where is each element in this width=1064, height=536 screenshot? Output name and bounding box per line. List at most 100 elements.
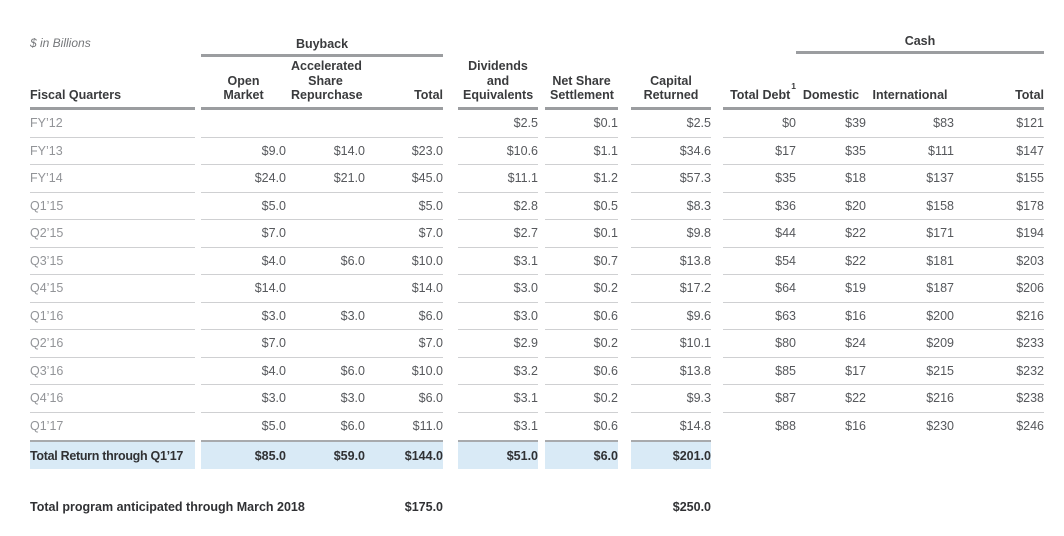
capital-returned-block: $13.8 xyxy=(631,358,711,385)
dividends-and-equivalents-block: $10.6 xyxy=(458,138,538,165)
buyback-block: $4.0 $6.0 $10.0 xyxy=(201,358,443,385)
cell-cash-total: $155 xyxy=(1016,171,1044,186)
cell-open-market: $5.0 xyxy=(261,198,286,213)
cell-capital-returned: $14.8 xyxy=(679,419,711,434)
cell-net-share-settlement: $0.6 xyxy=(593,363,618,378)
col-header-total-debt: Total Debt1 xyxy=(723,81,796,107)
cell-total-debt: $80 xyxy=(775,336,796,351)
fiscal-quarter-block: Q3’15 xyxy=(30,248,195,275)
cell-buyback-total: $11.0 xyxy=(412,419,443,434)
cell-open-market: $3.0 xyxy=(261,391,286,406)
dividends-and-equivalents-block: $3.2 xyxy=(458,358,538,385)
debt-cash-block: $87 $22 $216 $238 xyxy=(723,385,1044,413)
footnote-marker: 1 xyxy=(791,80,796,91)
footer-buyback-block: $175.0 xyxy=(201,496,443,518)
cell-open-market: $3.0 xyxy=(261,308,286,323)
fiscal-quarter-block: Q4’15 xyxy=(30,275,195,303)
cell-cash-total: $232 xyxy=(1016,363,1044,378)
cell-open-market: $7.0 xyxy=(261,226,286,241)
capital-returned-block: $9.6 xyxy=(631,303,711,330)
col-header-buyback-total: Total xyxy=(414,87,443,102)
cell-domestic-cash: $22 xyxy=(845,253,866,268)
capital-returned-block: $10.1 xyxy=(631,330,711,358)
cell-capital-returned: $13.8 xyxy=(679,363,711,378)
cell-fiscal-quarter: FY’13 xyxy=(30,143,63,158)
footer-capital-returned-block: $250.0 xyxy=(631,496,711,518)
net-share-settlement-block: $0.1 xyxy=(545,220,618,248)
cell-capital-returned: $2.5 xyxy=(686,116,711,131)
cell-capital-returned: $9.8 xyxy=(686,226,711,241)
col-header-fiscal-quarters-block: Fiscal Quarters xyxy=(30,54,195,110)
cell-accelerated-share-repurchase: $6.0 xyxy=(340,253,365,268)
cell-buyback-total: $10.0 xyxy=(411,363,443,378)
cell-dividends-and-equivalents: $11.1 xyxy=(507,171,538,186)
debt-cash-block xyxy=(723,440,1044,469)
cell-dividends-and-equivalents: $3.1 xyxy=(513,253,538,268)
cell-fiscal-quarter: Total Return through Q1’17 xyxy=(30,448,184,463)
units-note: $ in Billions xyxy=(30,36,91,50)
cell-dividends-and-equivalents: $10.6 xyxy=(506,143,538,158)
cell-dividends-and-equivalents: $51.0 xyxy=(506,448,538,463)
cell-net-share-settlement: $0.2 xyxy=(593,281,618,296)
cell-capital-returned: $201.0 xyxy=(672,448,711,463)
cell-open-market: $5.0 xyxy=(261,419,286,434)
cell-cash-total: $233 xyxy=(1016,336,1044,351)
net-share-settlement-block: $1.1 xyxy=(545,138,618,165)
cell-capital-returned: $10.1 xyxy=(679,336,711,351)
dividends-and-equivalents-block: $2.5 xyxy=(458,110,538,138)
fiscal-quarter-block: Q1’17 xyxy=(30,413,195,441)
cell-international-cash: $216 xyxy=(926,391,954,406)
table-row: Q4’15 $14.0 $14.0 $3.0 $0.2 $17.2 $64 $19 $187 $2… xyxy=(30,275,1044,303)
cell-open-market: $14.0 xyxy=(254,281,286,296)
col-header-capital-returned: Capital Returned xyxy=(643,73,699,102)
cell-buyback-total: $6.0 xyxy=(418,391,443,406)
debt-cash-block: $80 $24 $209 $233 xyxy=(723,330,1044,358)
capital-returned-block: $14.8 xyxy=(631,413,711,441)
net-share-settlement-block: $0.6 xyxy=(545,413,618,441)
fiscal-quarter-block: Q4’16 xyxy=(30,385,195,413)
cell-dividends-and-equivalents: $3.1 xyxy=(513,419,538,434)
buyback-block: $85.0 $59.0 $144.0 xyxy=(201,440,443,469)
net-share-settlement-block: $0.7 xyxy=(545,248,618,275)
cell-international-cash: $200 xyxy=(926,308,954,323)
col-header-accelerated-share-repurchase: Accelerated Share Repurchase xyxy=(291,59,363,102)
cell-net-share-settlement: $0.2 xyxy=(593,336,618,351)
cell-buyback-total: $144.0 xyxy=(404,448,443,463)
cell-domestic-cash: $39 xyxy=(845,116,866,131)
cell-cash-total: $178 xyxy=(1016,198,1044,213)
table-row: Q2’15 $7.0 $7.0 $2.7 $0.1 $9.8 $44 $22 $171 $194 xyxy=(30,220,1044,248)
fiscal-quarter-block: Total Return through Q1’17 xyxy=(30,440,195,469)
col-header-dividends-block: Dividends and Equivalents xyxy=(458,54,538,110)
table-row: Q3’16 $4.0 $6.0 $10.0 $3.2 $0.6 $13.8 $85 $17 $21… xyxy=(30,358,1044,385)
cell-dividends-and-equivalents: $2.9 xyxy=(513,336,538,351)
col-header-domestic: Domestic xyxy=(802,87,860,102)
buyback-block: $5.0 $5.0 xyxy=(201,193,443,220)
capital-returned-block: $34.6 xyxy=(631,138,711,165)
group-header-cash-block: Cash xyxy=(723,24,1044,54)
cell-buyback-total: $7.0 xyxy=(418,336,443,351)
col-header-international: International xyxy=(872,87,948,102)
cell-fiscal-quarter: Q1’15 xyxy=(30,198,64,213)
cell-total-debt: $63 xyxy=(775,308,796,323)
footer-label-block: Total program anticipated through March … xyxy=(30,496,305,518)
table-row: Q3’15 $4.0 $6.0 $10.0 $3.1 $0.7 $13.8 $54 $22 $18… xyxy=(30,248,1044,275)
capital-returned-block: $2.5 xyxy=(631,110,711,138)
cell-domestic-cash: $16 xyxy=(845,419,866,434)
group-label-cash: Cash xyxy=(904,34,936,48)
group-header-row: $ in Billions Buyback Cash xyxy=(30,24,1044,57)
capital-returned-block: $201.0 xyxy=(631,440,711,469)
capital-returned-block: $9.8 xyxy=(631,220,711,248)
cell-net-share-settlement: $0.1 xyxy=(593,226,618,241)
cell-cash-total: $246 xyxy=(1016,419,1044,434)
dividends-and-equivalents-block: $3.1 xyxy=(458,248,538,275)
buyback-block: $3.0 $3.0 $6.0 xyxy=(201,303,443,330)
units-note-block: $ in Billions xyxy=(30,24,195,54)
cell-dividends-and-equivalents: $2.5 xyxy=(513,116,538,131)
col-header-cash-total: Total xyxy=(1015,87,1044,102)
net-share-settlement-block: $0.6 xyxy=(545,358,618,385)
cell-capital-returned: $8.3 xyxy=(686,198,711,213)
cell-dividends-and-equivalents: $3.2 xyxy=(513,363,538,378)
cell-domestic-cash: $24 xyxy=(845,336,866,351)
debt-cash-block: $64 $19 $187 $206 xyxy=(723,275,1044,303)
cell-total-debt: $17 xyxy=(775,143,796,158)
